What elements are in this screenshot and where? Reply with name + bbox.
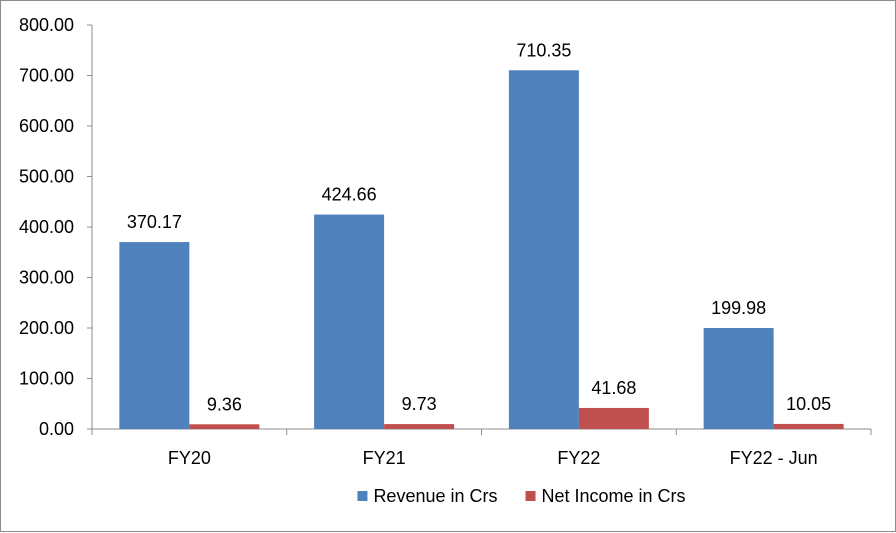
bar-revenue	[119, 242, 190, 429]
y-axis: 0.00 100.00 200.00 300.00 400.00 500.00 600.00…	[19, 15, 93, 439]
bar-revenue	[703, 328, 774, 429]
data-label: 9.36	[207, 394, 242, 414]
legend-swatch	[357, 491, 368, 501]
legend-label: Revenue in Crs	[373, 486, 497, 506]
x-category-label: FY20	[168, 448, 211, 468]
x-category-label: FY22 - Jun	[730, 448, 818, 468]
bar-net-income	[578, 407, 649, 429]
bar-net-income	[189, 424, 260, 429]
bars	[119, 70, 844, 429]
legend-label: Net Income in Crs	[542, 486, 686, 506]
data-label: 370.17	[127, 212, 182, 232]
legend-item-revenue: Revenue in Crs	[357, 486, 498, 506]
y-tick-label: 500.00	[19, 167, 74, 187]
y-tick-label: 700.00	[19, 66, 74, 86]
bar-revenue	[508, 70, 579, 429]
legend-item-net-income: Net Income in Crs	[525, 486, 686, 506]
y-tick-label: 200.00	[19, 318, 74, 338]
data-label: 41.68	[591, 378, 636, 398]
x-axis: FY20 FY21 FY22 FY22 - Jun	[91, 428, 872, 468]
bar-net-income	[384, 424, 455, 429]
bar-net-income	[773, 423, 844, 429]
y-tick-label: 800.00	[19, 15, 74, 35]
data-label: 424.66	[322, 185, 377, 205]
data-labels: 370.17 9.36 424.66 9.73 710.35 41.68 199.98 10.…	[127, 40, 831, 414]
y-tick-label: 400.00	[19, 217, 74, 237]
x-category-label: FY22	[557, 448, 600, 468]
data-label: 710.35	[516, 40, 571, 60]
data-label: 9.73	[402, 394, 437, 414]
legend-swatch	[525, 491, 536, 501]
y-tick-label: 300.00	[19, 268, 74, 288]
bar-revenue	[314, 214, 385, 429]
data-label: 10.05	[786, 394, 831, 414]
x-category-label: FY21	[363, 448, 406, 468]
y-tick-label: 0.00	[39, 419, 74, 439]
y-tick-label: 100.00	[19, 369, 74, 389]
y-tick-label: 600.00	[19, 116, 74, 136]
legend: Revenue in Crs Net Income in Crs	[357, 486, 686, 506]
data-label: 199.98	[711, 298, 766, 318]
